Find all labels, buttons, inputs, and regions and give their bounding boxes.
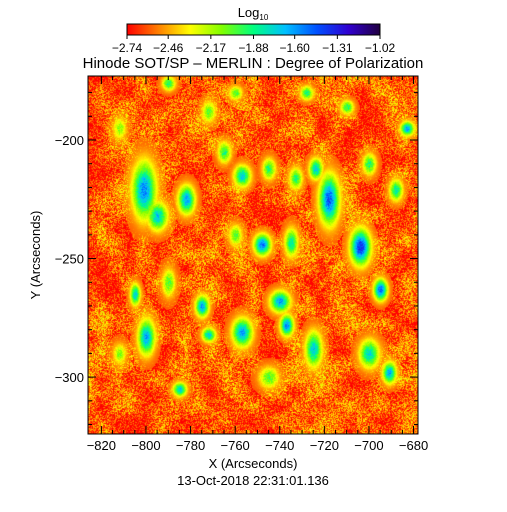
timestamp: 13-Oct-2018 22:31:01.136 — [177, 473, 329, 488]
chart-title: Hinode SOT/SP – MERLIN : Degree of Polar… — [83, 55, 424, 72]
colorbar-tick-label: −1.60 — [279, 41, 310, 55]
colorbar-tick-label: −1.31 — [322, 41, 353, 55]
colorbar-ticks: −2.74 −2.46 −2.17 −1.88 −1.60 −1.31 −1.02 — [112, 35, 396, 55]
heatmap-image — [88, 76, 418, 434]
x-tick-label: −800 — [131, 438, 160, 453]
x-tick-label: −780 — [176, 438, 205, 453]
x-tick-label: −760 — [221, 438, 250, 453]
colorbar-label-base: Log — [238, 5, 260, 20]
colorbar — [126, 23, 381, 36]
colorbar-tick-label: −2.17 — [196, 41, 227, 55]
x-axis-label: X (Arcseconds) — [209, 456, 298, 471]
plot-frame — [87, 75, 419, 435]
x-tick-label: −700 — [354, 438, 383, 453]
x-tick-label: −680 — [399, 438, 428, 453]
y-axis-label: Y (Arcseconds) — [28, 211, 43, 300]
colorbar-label-sub: 10 — [259, 13, 268, 22]
colorbar-tick-label: −2.46 — [153, 41, 184, 55]
colorbar-label: Log10 — [238, 5, 269, 22]
x-tick-label: −720 — [310, 438, 339, 453]
y-axis: −300 −250 −200 — [55, 92, 418, 426]
x-tick-label: −740 — [265, 438, 294, 453]
y-tick-label: −250 — [55, 252, 84, 267]
heatmap — [88, 76, 418, 434]
colorbar-tick-label: −1.02 — [365, 41, 396, 55]
colorbar-tick-label: −1.88 — [238, 41, 269, 55]
y-tick-label: −200 — [55, 133, 84, 148]
y-tick-label: −300 — [55, 370, 84, 385]
x-axis: −820 −800 −780 −760 −740 −720 −700 −680 — [87, 76, 428, 453]
x-tick-label: −820 — [87, 438, 116, 453]
colorbar-tick-label: −2.74 — [112, 41, 143, 55]
